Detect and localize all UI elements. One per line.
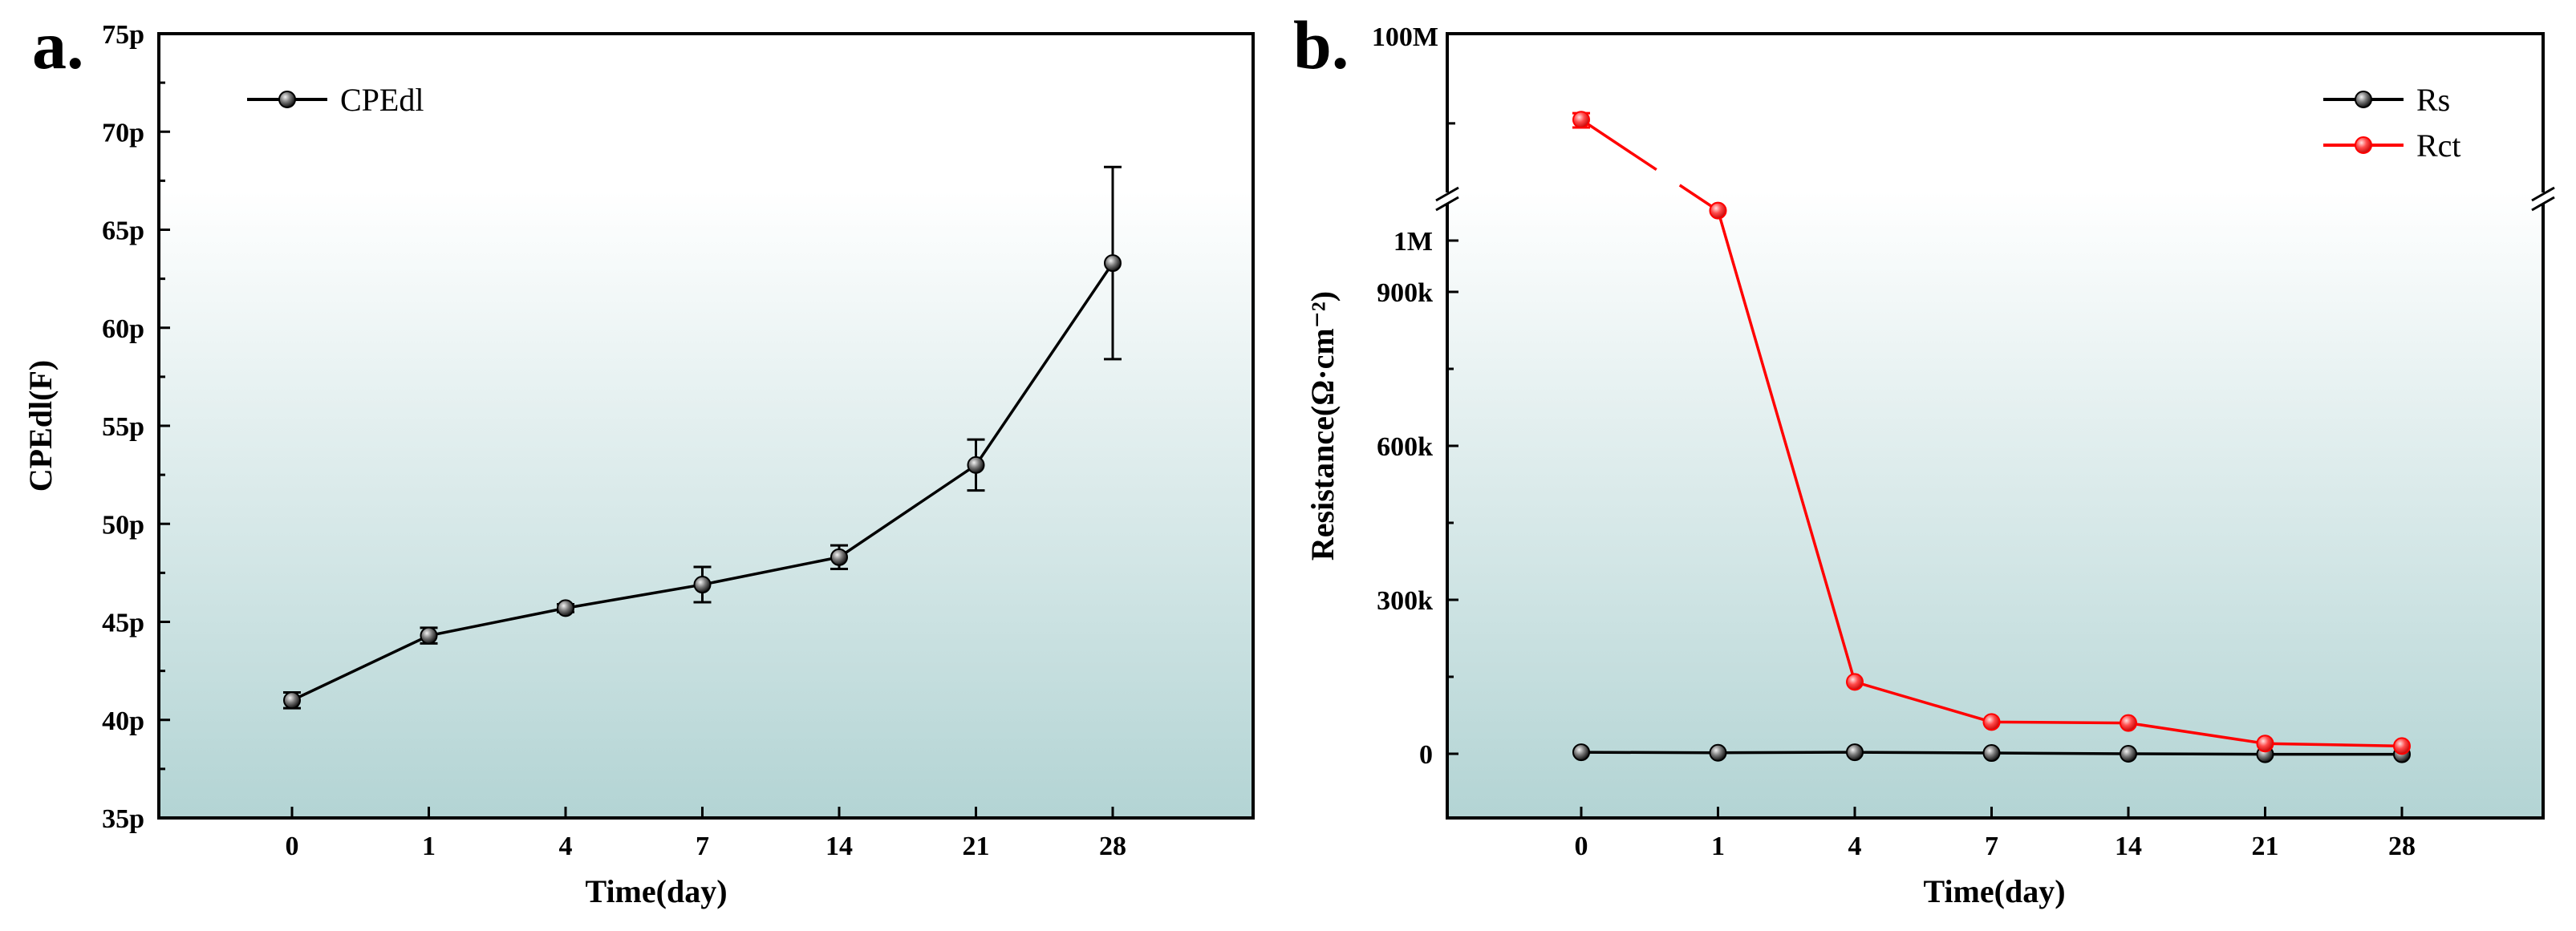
panel-a-x-tick-label: 0 [286,832,299,861]
panel-b-y-tick-label: 300k [1377,586,1433,616]
panel-b-y-tick-label: 900k [1377,278,1433,308]
panel-a-y-tick-label: 70p [102,118,144,148]
panel-a-data-point [967,455,985,474]
panel-b-rct-data-point [2120,714,2137,732]
panel-b-x-tick-label: 4 [1848,832,1862,861]
panel-b-rct-data-point [1982,713,2001,731]
panel-b-y-axis-label: Resistance(Ω·cm⁻²) [1304,291,1341,561]
panel-a-data-point [830,548,848,566]
panel-a-data-point [1104,254,1122,273]
panel-b-y-tick-label: 0 [1419,740,1433,770]
panel-a-y-tick-label: 50p [102,510,144,540]
panel-b-axis-break-mark [2531,196,2555,212]
panel-a-x-tick-label: 1 [422,832,436,861]
panel-b-rs-data-point [2120,745,2137,763]
panel-a-legend: CPEdl [247,82,424,118]
panel-b-rct-line-segment [1580,118,1657,172]
panel-a-y-tick-label: 60p [102,314,144,344]
panel-b-upper-tick-label: 100M [1372,22,1438,52]
panel-b-frame [1446,32,2545,820]
panel-b-axis-break-mark [2531,186,2555,202]
panel-a-y-ticks: 35p 40p 45p 50p 55p 60p 65p 70p 75p [102,20,170,834]
panel-b-rct-data-point [2393,737,2411,755]
panel-b-plot-background [1447,34,2543,818]
panel-b-rct-data-point [1846,673,1864,691]
legend-rs-label: Rs [2416,82,2450,118]
panel-b-x-tick-label: 21 [2252,832,2279,861]
panel-a-y-tick-label: 45p [102,609,144,638]
panel-a-data-point [283,691,301,710]
panel-a-data-point [693,576,712,594]
panel-b-y-ticks: 0 300k 600k 900k 1M [1377,122,1458,770]
panel-b-rs-data-point [1982,744,2001,763]
panel-a-series [283,165,1122,710]
panel-a-x-tick-label: 4 [559,832,573,861]
panel-b-rct-data-point [1709,201,1727,220]
panel-a-y-tick-label: 40p [102,706,144,736]
panel-b-axis-break-mark [1435,196,1459,212]
legend-rs-marker [2355,91,2372,108]
panel-a-x-axis-label: Time(day) [585,873,727,909]
legend-cpedl-label: CPEdl [340,82,424,118]
panel-a-y-tick-label: 75p [102,20,144,50]
legend-rct-marker [2355,136,2372,154]
panel-b-rs-data-point [1572,743,1590,762]
panel-a-x-tick-label: 14 [826,832,853,861]
panel-b-y-tick-label: 1M [1393,227,1433,257]
panel-a-y-tick-label: 65p [102,217,144,246]
panel-a-data-point [557,599,574,617]
panel-b-rs-data-point [1709,743,1727,762]
panel-b-rct-line [1716,210,2403,748]
panel-b-axes [1435,32,2555,820]
panel-b-rs-data-point [1846,743,1864,762]
panel-b-x-tick-label: 14 [2115,832,2142,861]
panel-a-x-tick-label: 28 [1099,832,1126,861]
panel-a-x-ticks: 0 1 4 7 14 21 28 [286,807,1126,861]
panel-a-x-tick-label: 7 [696,832,709,861]
panel-b-x-tick-label: 1 [1711,832,1725,861]
panel-a-data-point [420,626,438,645]
panel-b-rct-data-point [1572,111,1590,129]
legend-rct-label: Rct [2416,128,2461,164]
panel-a-x-tick-label: 21 [963,832,990,861]
panel-b-y-tick-label: 600k [1377,432,1433,462]
panel-b-x-tick-label: 0 [1575,832,1588,861]
panel-b-rct-data-point [2256,735,2274,753]
panel-b-x-ticks: 0 1 4 7 14 21 28 [1575,807,2416,861]
panel-b-label: b. [1293,6,1349,83]
legend-cpedl-marker [278,91,296,108]
panel-a-label: a. [32,6,84,83]
panel-b-axis-break-mark [1435,186,1459,202]
panel-b-x-tick-label: 28 [2388,832,2416,861]
panel-b-series [1572,111,2411,763]
panel-b-x-axis-label: Time(day) [1923,873,2065,909]
panel-a-y-tick-label: 35p [102,804,144,834]
panel-b-x-tick-label: 7 [1985,832,1998,861]
panel-b-legend: Rs Rct [2323,82,2461,164]
panel-a-plot-background [159,34,1253,818]
panel-a-y-tick-label: 55p [102,412,144,442]
panel-a-y-axis-label: CPEdl(F) [22,360,59,492]
